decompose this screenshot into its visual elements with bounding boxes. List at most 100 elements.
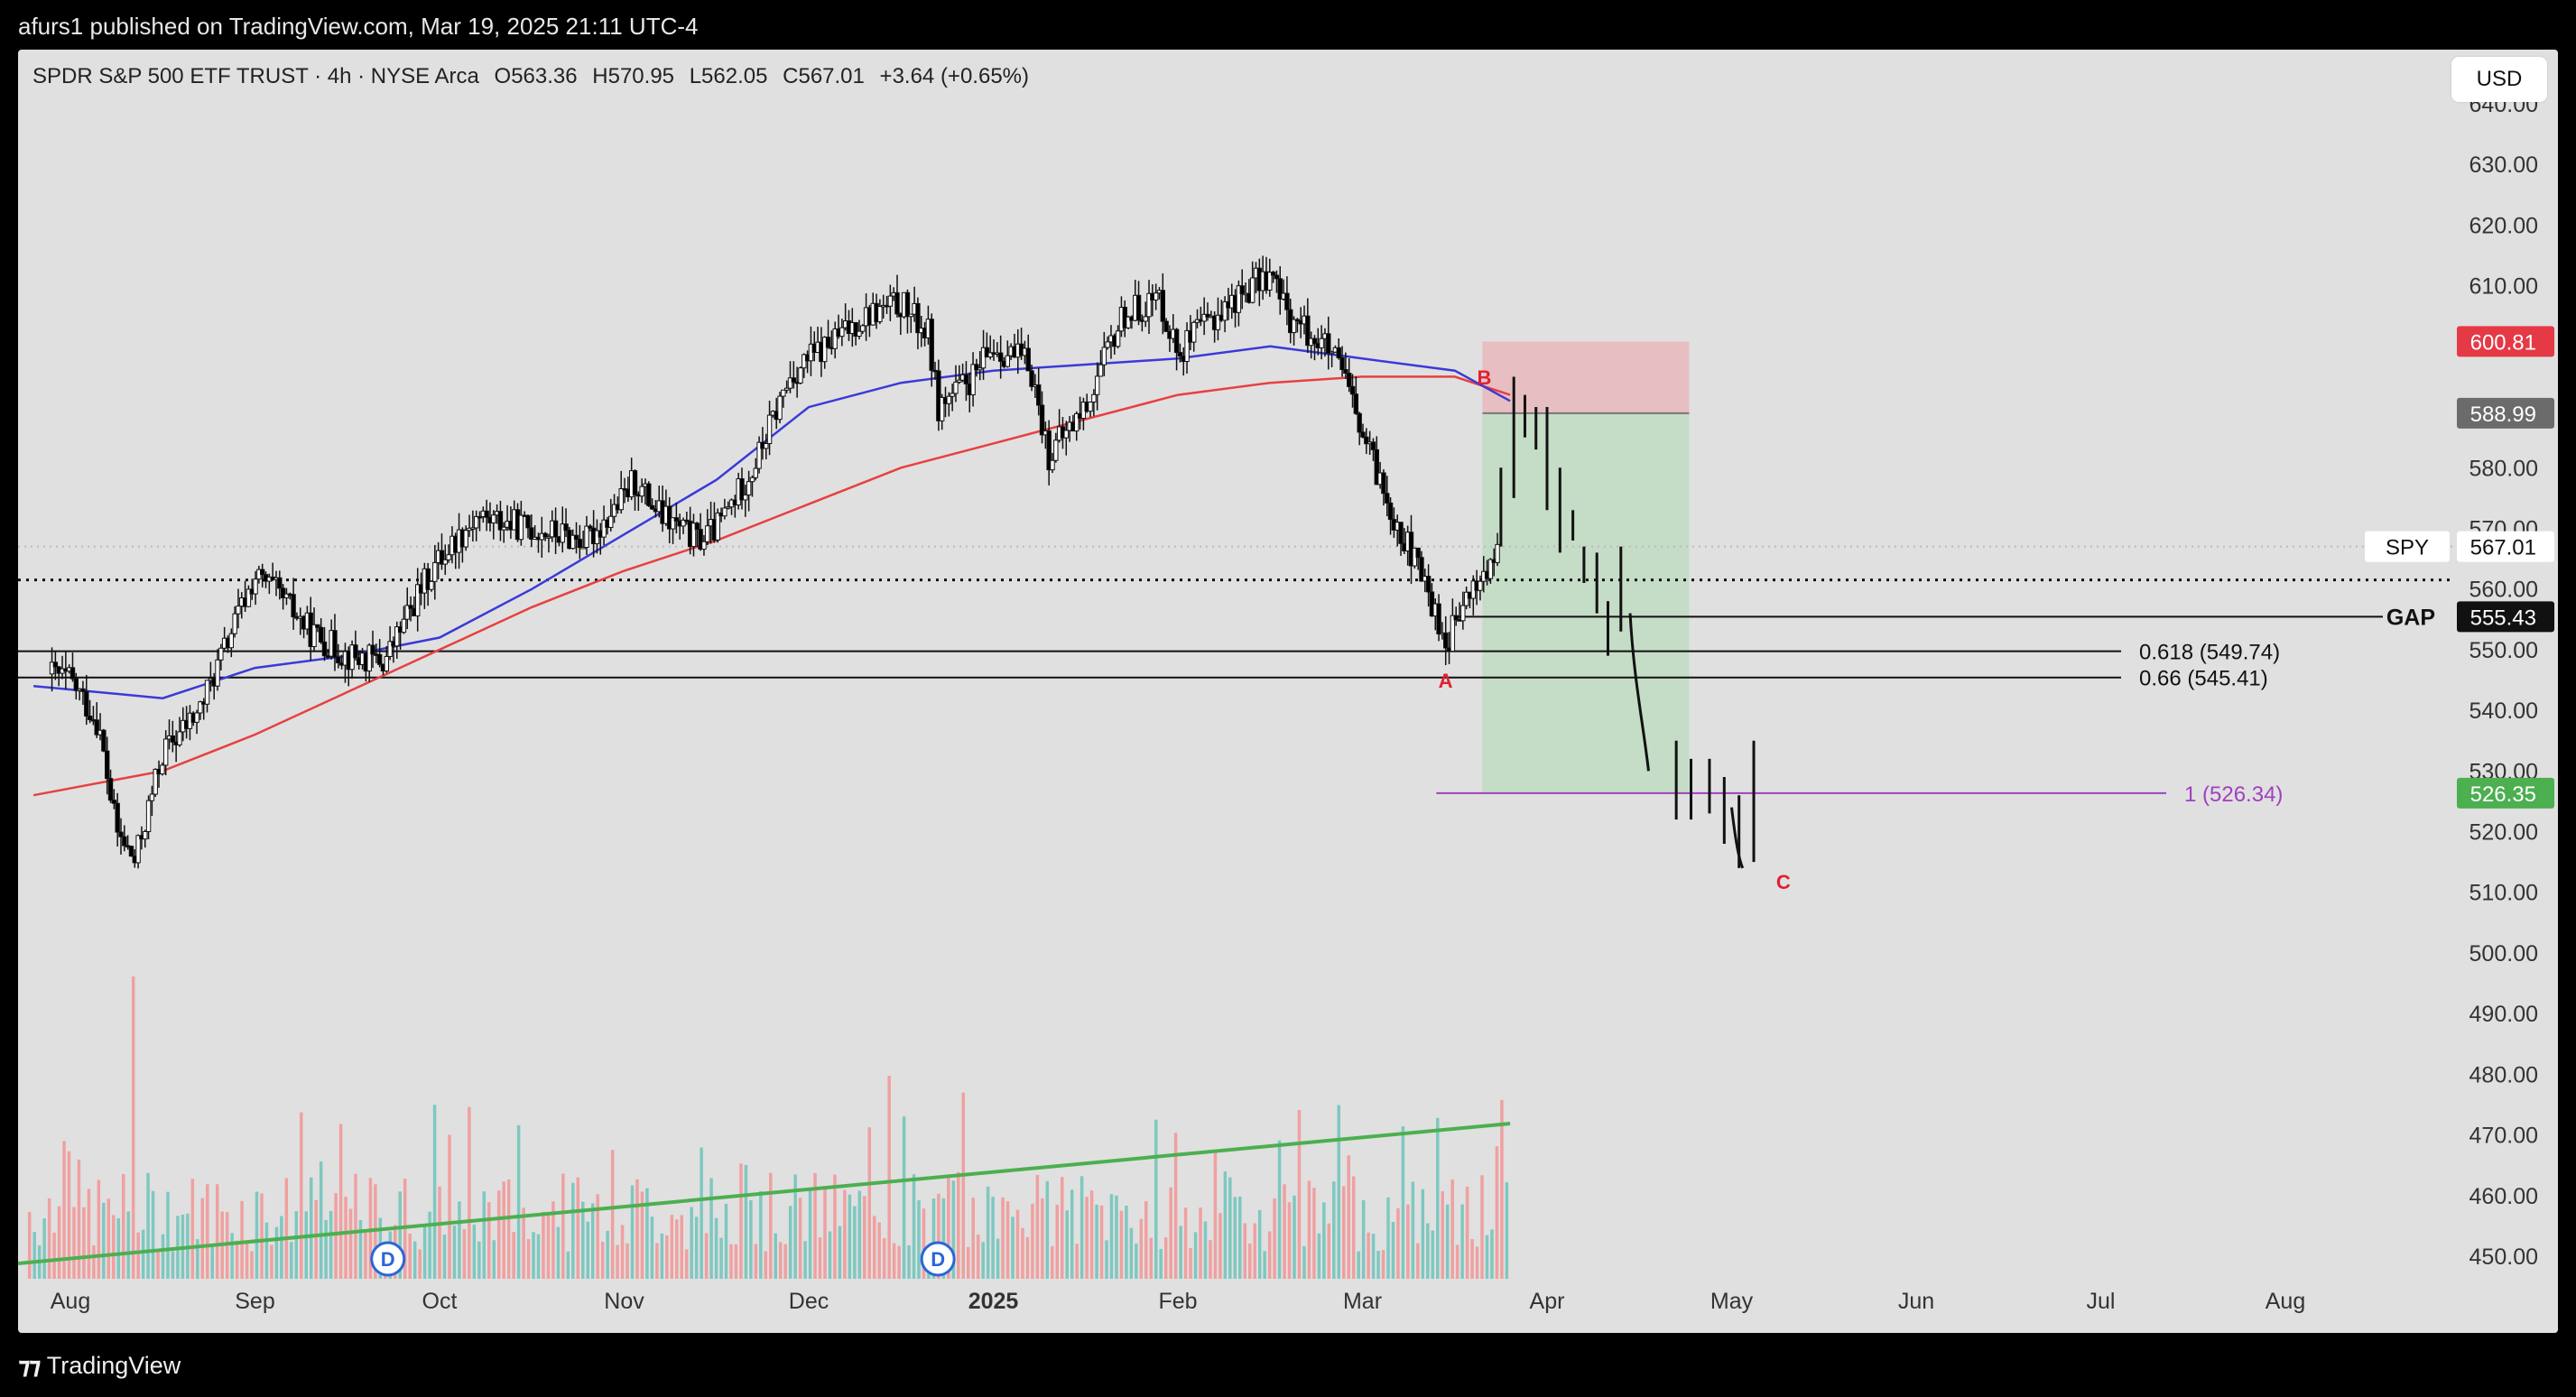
volume-bar	[1257, 1209, 1262, 1279]
y-tick-label: 460.00	[2469, 1184, 2538, 1209]
candle-body	[1222, 301, 1228, 321]
candle-body	[970, 364, 976, 395]
dividend-marker-label: D	[381, 1248, 395, 1271]
volume-bar	[951, 1180, 956, 1279]
candle-body	[101, 729, 107, 752]
volume-bar	[887, 1076, 891, 1279]
candle-body	[1425, 576, 1432, 593]
candle-body	[715, 512, 720, 541]
volume-bar	[468, 1106, 471, 1279]
volume-bar	[1367, 1232, 1370, 1279]
currency-button[interactable]: USD	[2451, 57, 2547, 102]
volume-bar	[131, 976, 135, 1279]
candle-body	[649, 504, 655, 510]
candle-body	[1450, 615, 1456, 652]
volume-bar	[161, 1234, 165, 1279]
candle-body	[1205, 313, 1210, 318]
close-label: C	[783, 64, 799, 88]
volume-bar	[1129, 1227, 1134, 1279]
volume-bar	[77, 1159, 81, 1279]
candle-body	[1163, 320, 1169, 332]
candle-body	[1074, 412, 1080, 432]
candle-body	[497, 511, 504, 531]
volume-bar	[1293, 1195, 1296, 1279]
volume-bar	[897, 1245, 901, 1279]
candle-body	[1005, 355, 1011, 367]
volume-bar	[551, 1201, 555, 1279]
candle-body	[639, 486, 644, 497]
candle-body	[946, 395, 952, 404]
candle-body	[1249, 277, 1256, 303]
candle-body	[145, 800, 152, 832]
candle-body	[832, 328, 838, 349]
volume-bar	[280, 1216, 283, 1279]
candle-body	[646, 483, 652, 506]
volume-bar	[640, 1191, 644, 1279]
last-price-symbol: SPY	[2386, 536, 2429, 560]
volume-bar	[344, 1197, 347, 1279]
y-tick-label: 450.00	[2469, 1244, 2538, 1270]
y-tick-label: 550.00	[2469, 638, 2538, 663]
candle-body	[1453, 615, 1459, 621]
candle-body	[253, 578, 258, 595]
candle-body	[1495, 543, 1500, 563]
candle-body	[1319, 338, 1324, 348]
volume-bar	[1401, 1126, 1405, 1279]
chart-panel[interactable]: 450.00 460.00 470.00 480.00 490.00 500.00 510.…	[18, 50, 2558, 1333]
candle-body	[698, 529, 703, 550]
candle-body	[408, 605, 413, 609]
candle-body	[1294, 319, 1301, 322]
volume-bar	[1455, 1244, 1459, 1279]
candle-body	[1191, 321, 1197, 343]
candle-body	[894, 291, 900, 315]
volume-bar	[1337, 1105, 1341, 1279]
volume-bar	[828, 1231, 832, 1279]
last-price-tag	[2457, 531, 2554, 562]
volume-bar	[67, 1151, 71, 1279]
volume-bar	[190, 1179, 195, 1279]
volume-bar	[141, 1229, 145, 1279]
wave-label-c: C	[1776, 871, 1791, 893]
volume-bar	[941, 1198, 946, 1279]
risk-zone	[1482, 341, 1690, 413]
candle-body	[246, 588, 252, 607]
candle-body	[491, 514, 496, 523]
volume-bar	[818, 1237, 822, 1279]
volume-bar	[848, 1194, 852, 1279]
candle-body	[1463, 591, 1469, 606]
x-month-label: Aug	[51, 1289, 90, 1314]
volume-bar	[112, 1215, 116, 1279]
volume-bar	[477, 1241, 481, 1279]
volume-bar	[1021, 1227, 1024, 1279]
volume-bar	[1445, 1204, 1450, 1279]
volume-bar	[917, 1200, 921, 1279]
volume-bar	[863, 1196, 866, 1279]
volume-bar	[1302, 1245, 1306, 1279]
candle-body	[1291, 319, 1297, 334]
candle-body	[690, 523, 697, 548]
volume-bar	[1317, 1233, 1321, 1279]
candle-body	[376, 653, 383, 665]
volume-bar	[996, 1238, 1000, 1279]
candle-body	[52, 661, 59, 668]
volume-bar	[171, 1251, 175, 1279]
volume-bar	[1228, 1177, 1232, 1279]
volume-bar	[1376, 1250, 1380, 1279]
candle-body	[673, 517, 680, 522]
volume-bar	[412, 1241, 417, 1279]
volume-bar	[882, 1238, 886, 1279]
low-value: 562.05	[701, 64, 768, 88]
open-label: O	[494, 64, 512, 88]
candle-body	[957, 379, 962, 383]
candle-body	[1063, 430, 1069, 439]
volume-bar	[793, 1174, 797, 1279]
candle-body	[783, 387, 790, 391]
price-chart[interactable]: 450.00 460.00 470.00 480.00 490.00 500.00 510.…	[18, 50, 2558, 1333]
volume-bar	[284, 1178, 289, 1279]
volume-bar	[1411, 1181, 1415, 1279]
candle-body	[162, 738, 169, 766]
volume-bar	[448, 1134, 451, 1279]
volume-bar	[274, 1226, 279, 1279]
volume-bar	[684, 1249, 689, 1279]
volume-bar	[670, 1215, 674, 1279]
